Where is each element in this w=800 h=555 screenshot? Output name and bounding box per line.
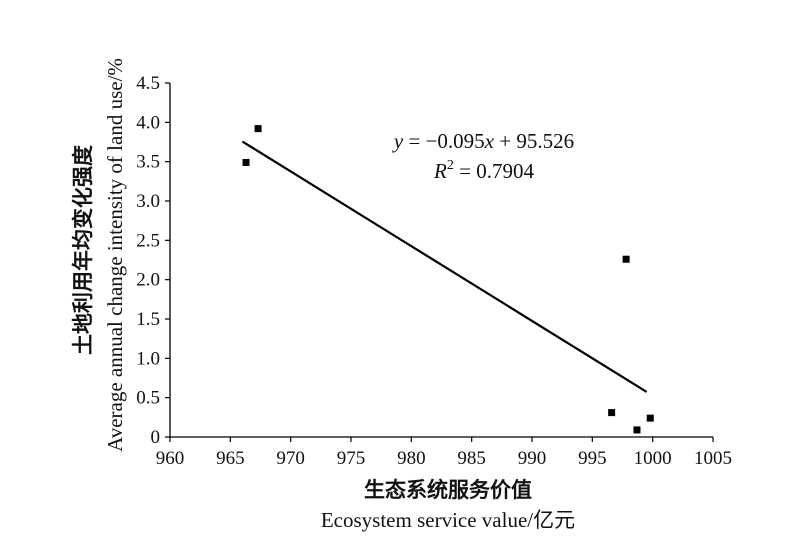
- trendline-equation: y = −0.095x + 95.526: [392, 129, 574, 153]
- x-tick-label: 985: [457, 448, 486, 469]
- data-point: [646, 414, 654, 422]
- y-tick-label: 3.5: [136, 152, 160, 173]
- x-tick-label: 965: [216, 448, 245, 469]
- x-tick-label: 1000: [634, 448, 672, 469]
- data-point: [242, 158, 250, 166]
- x-tick-label: 990: [518, 448, 547, 469]
- x-tick-label: 975: [337, 448, 366, 469]
- x-tick-label: 970: [276, 448, 305, 469]
- data-point: [608, 409, 616, 417]
- y-tick-label: 3.0: [136, 191, 160, 212]
- y-tick-label: 1.5: [136, 309, 160, 330]
- y-tick-label: 0: [151, 427, 161, 448]
- data-points: [242, 125, 654, 434]
- r-squared-label: R2 = 0.7904: [433, 158, 534, 183]
- y-tick-label: 4.5: [136, 73, 160, 94]
- x-tick-label: 980: [397, 448, 426, 469]
- x-tick-label: 1005: [694, 448, 732, 469]
- trendline: [241, 140, 648, 393]
- y-tick-label: 2.5: [136, 230, 160, 251]
- data-point: [254, 125, 262, 133]
- x-axis-label-en: Ecosystem service value/亿元: [321, 508, 575, 532]
- y-tick-label: 2.0: [136, 270, 160, 291]
- data-point: [633, 426, 641, 434]
- tick-group: 960 965 970 975 980 985 990 995 1000 1005 0 0.5 1.0 1…: [136, 73, 732, 469]
- data-point: [622, 255, 630, 263]
- y-tick-label: 1.0: [136, 348, 160, 369]
- x-axis-label-cn: 生态系统服务价值: [364, 478, 532, 502]
- trendline-group: [241, 140, 648, 393]
- y-axis-label-en: Average annual change intensity of land …: [103, 58, 127, 452]
- axes: [169, 83, 713, 438]
- y-tick-label: 4.0: [136, 112, 160, 133]
- y-axis-label-cn: 土地利用年均变化强度: [71, 145, 95, 355]
- y-tick-label: 0.5: [136, 388, 160, 409]
- x-tick-label: 960: [156, 448, 185, 469]
- x-tick-label: 995: [578, 448, 607, 469]
